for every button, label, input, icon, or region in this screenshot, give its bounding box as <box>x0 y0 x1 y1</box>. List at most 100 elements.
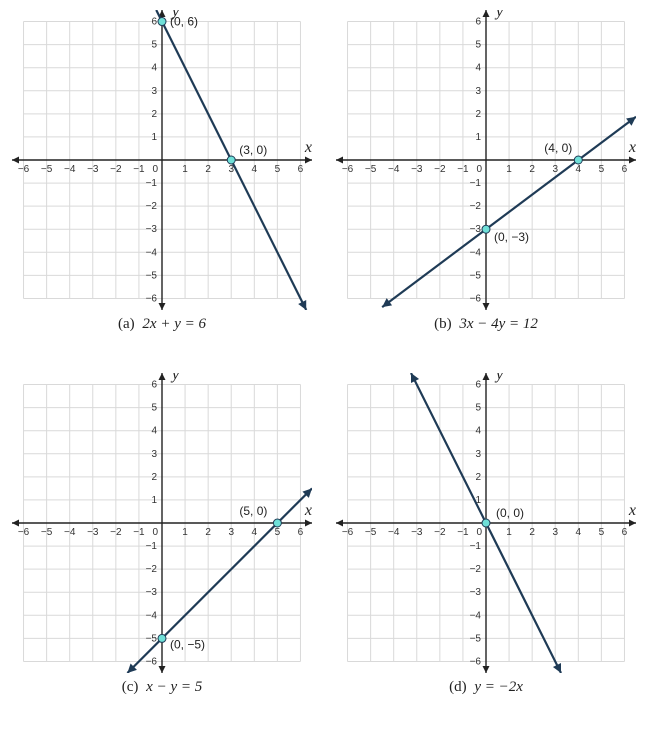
axes <box>12 373 312 673</box>
arrowhead <box>305 520 312 527</box>
svg-text:4: 4 <box>252 527 258 538</box>
svg-text:−2: −2 <box>434 527 446 538</box>
svg-text:2: 2 <box>205 164 211 175</box>
svg-text:4: 4 <box>252 164 258 175</box>
x-axis-label: x <box>304 139 312 156</box>
arrowhead <box>12 157 19 164</box>
svg-text:−4: −4 <box>470 610 482 621</box>
graph-a: −6−6−5−5−4−4−3−3−2−2−1−10112233445566xy(… <box>12 10 312 310</box>
svg-text:−4: −4 <box>146 247 158 258</box>
svg-text:1: 1 <box>506 164 512 175</box>
svg-text:5: 5 <box>475 40 481 51</box>
svg-text:4: 4 <box>475 63 481 74</box>
svg-text:2: 2 <box>475 472 481 483</box>
point-label: (5, 0) <box>239 504 267 518</box>
intercept-point <box>574 156 582 164</box>
svg-text:−3: −3 <box>470 587 482 598</box>
svg-text:−5: −5 <box>41 527 53 538</box>
svg-text:−6: −6 <box>146 656 158 667</box>
svg-text:3: 3 <box>475 86 481 97</box>
svg-text:5: 5 <box>599 527 605 538</box>
svg-text:−1: −1 <box>470 178 482 189</box>
y-axis-label: y <box>494 10 504 20</box>
panel-caption-a: (a) 2x + y = 6 <box>118 316 206 333</box>
y-axis-label: y <box>170 373 180 383</box>
arrowhead <box>12 520 19 527</box>
svg-text:4: 4 <box>576 164 582 175</box>
svg-text:2: 2 <box>529 164 535 175</box>
svg-text:−1: −1 <box>470 541 482 552</box>
point-label: (3, 0) <box>239 143 267 157</box>
svg-text:−2: −2 <box>434 164 446 175</box>
svg-text:5: 5 <box>475 403 481 414</box>
caption-prefix: (d) <box>449 679 467 695</box>
svg-text:3: 3 <box>475 449 481 460</box>
svg-text:−3: −3 <box>411 527 423 538</box>
svg-text:3: 3 <box>228 527 234 538</box>
arrowhead <box>159 666 166 673</box>
svg-text:−2: −2 <box>470 201 482 212</box>
svg-text:5: 5 <box>275 527 281 538</box>
svg-text:6: 6 <box>475 17 481 28</box>
point-label: (0, −3) <box>494 230 529 244</box>
svg-text:−3: −3 <box>87 164 99 175</box>
svg-text:−3: −3 <box>411 164 423 175</box>
svg-text:0: 0 <box>476 527 482 538</box>
x-axis-label: x <box>304 502 312 519</box>
svg-text:−1: −1 <box>146 541 158 552</box>
svg-text:−6: −6 <box>342 527 354 538</box>
panel-caption-b: (b) 3x − 4y = 12 <box>434 316 538 333</box>
caption-prefix: (c) <box>122 679 139 695</box>
svg-text:3: 3 <box>151 449 157 460</box>
caption-equation: 3x − 4y = 12 <box>459 316 538 332</box>
svg-text:6: 6 <box>298 164 304 175</box>
caption-prefix: (b) <box>434 316 452 332</box>
caption-equation: y = −2x <box>474 679 523 695</box>
intercept-point <box>158 634 166 642</box>
svg-text:−1: −1 <box>457 164 469 175</box>
panel-caption-d: (d) y = −2x <box>449 679 523 696</box>
svg-text:0: 0 <box>476 164 482 175</box>
point-label: (0, 6) <box>170 15 198 29</box>
svg-text:1: 1 <box>506 527 512 538</box>
svg-text:6: 6 <box>298 527 304 538</box>
svg-text:6: 6 <box>475 380 481 391</box>
svg-text:−6: −6 <box>470 293 482 304</box>
panel-caption-c: (c) x − y = 5 <box>122 679 202 696</box>
svg-text:−1: −1 <box>133 164 145 175</box>
panel-d: −6−6−5−5−4−4−3−3−2−2−1−10112233445566xy(… <box>334 373 638 696</box>
svg-text:3: 3 <box>151 86 157 97</box>
svg-text:−2: −2 <box>110 164 122 175</box>
svg-text:−4: −4 <box>388 164 400 175</box>
svg-text:−6: −6 <box>18 527 30 538</box>
svg-text:5: 5 <box>151 403 157 414</box>
intercept-point <box>227 156 235 164</box>
svg-text:6: 6 <box>622 527 628 538</box>
svg-text:2: 2 <box>475 109 481 120</box>
svg-text:0: 0 <box>152 164 158 175</box>
intercept-point <box>482 519 490 527</box>
svg-text:−6: −6 <box>18 164 30 175</box>
graph-d: −6−6−5−5−4−4−3−3−2−2−1−10112233445566xy(… <box>336 373 636 673</box>
svg-text:−4: −4 <box>388 527 400 538</box>
arrowhead <box>483 373 490 380</box>
svg-text:−5: −5 <box>146 633 158 644</box>
svg-text:−5: −5 <box>365 164 377 175</box>
y-axis-label: y <box>494 373 504 383</box>
svg-text:−2: −2 <box>146 201 158 212</box>
svg-text:−4: −4 <box>64 527 76 538</box>
chart-grid: −6−6−5−5−4−4−3−3−2−2−1−10112233445566xy(… <box>10 10 638 696</box>
svg-text:0: 0 <box>152 527 158 538</box>
svg-text:5: 5 <box>275 164 281 175</box>
arrowhead <box>305 157 312 164</box>
svg-text:2: 2 <box>151 472 157 483</box>
arrowhead <box>336 157 343 164</box>
arrowhead <box>629 157 636 164</box>
svg-text:−2: −2 <box>110 527 122 538</box>
point-label: (4, 0) <box>544 141 572 155</box>
svg-text:5: 5 <box>599 164 605 175</box>
svg-text:6: 6 <box>151 17 157 28</box>
intercept-point <box>158 18 166 26</box>
intercept-point <box>482 225 490 233</box>
caption-equation: x − y = 5 <box>146 679 202 695</box>
